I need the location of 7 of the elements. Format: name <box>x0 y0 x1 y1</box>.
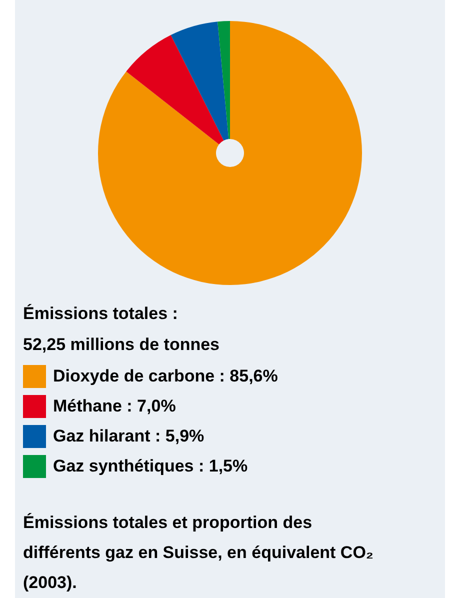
legend-label: Gaz hilarant : 5,9% <box>53 426 204 446</box>
legend-label: Méthane : 7,0% <box>53 396 176 416</box>
legend-label: Dioxyde de carbone : 85,6% <box>53 366 278 386</box>
text: Émissions totales : <box>23 303 178 323</box>
legend-label: Gaz synthétiques : 1,5% <box>53 456 248 476</box>
text: Émissions totales et proportion des différents gaz en Suisse, en équivalent CO₂ (2003). <box>23 512 374 592</box>
text: 52,25 millions de tonnes <box>23 335 220 354</box>
